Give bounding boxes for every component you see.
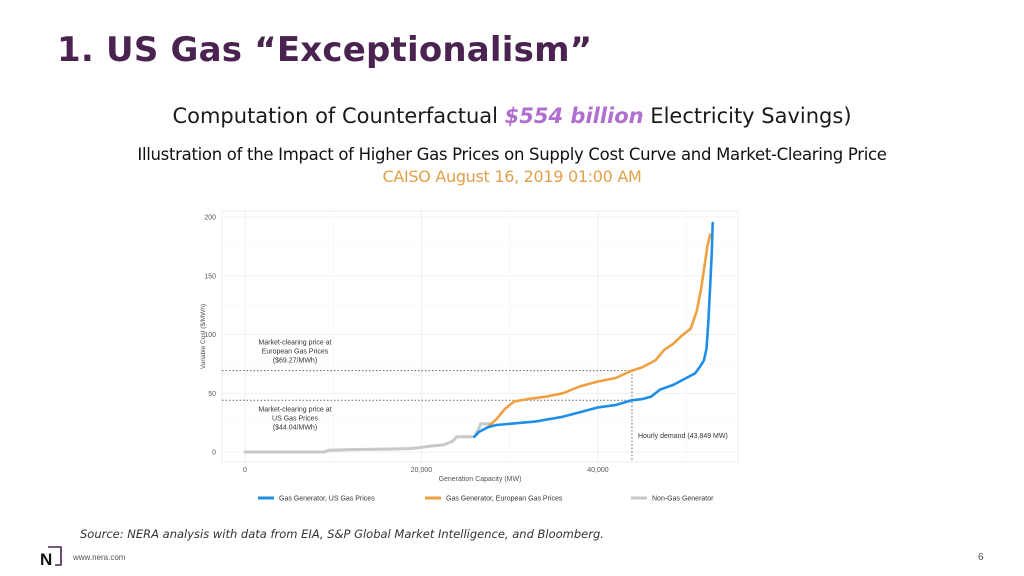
legend-label-eu: Gas Generator, European Gas Prices <box>446 496 563 503</box>
us-clearing-price-label: ($44.04/MWh) <box>273 424 317 431</box>
page-number: 6 <box>978 552 984 563</box>
y-tick-label: 0 <box>212 450 216 457</box>
legend-label-nongas: Non-Gas Generator <box>652 496 714 503</box>
series-line-nongas <box>243 422 494 454</box>
series-line-eu <box>486 233 712 429</box>
eu-clearing-price-label: European Gas Prices <box>262 349 329 356</box>
y-axis-label: Variable Cost ($/MWh) <box>200 304 207 369</box>
website-link[interactable]: www.nera.com <box>73 553 126 562</box>
y-tick-label: 200 <box>204 215 216 222</box>
y-tick-label: 50 <box>208 391 216 398</box>
y-tick-label: 150 <box>204 273 216 280</box>
us-clearing-price-label: US Gas Prices <box>272 415 318 422</box>
eu-clearing-price-label: ($69.27/MWh) <box>273 358 317 365</box>
x-tick-label: 0 <box>243 467 247 474</box>
svg-text:N: N <box>40 550 52 566</box>
series-line-us <box>473 221 714 438</box>
us-clearing-price-label: Market-clearing price at <box>258 406 331 413</box>
x-tick-label: 20,000 <box>411 467 433 474</box>
plot-panel <box>221 210 739 463</box>
slide-title: 1. US Gas “Exceptionalism” <box>57 30 593 70</box>
subtitle-prefix: Computation of Counterfactual <box>172 104 505 128</box>
x-axis-label: Generation Capacity (MW) <box>439 476 522 483</box>
subtitle-suffix: Electricity Savings) <box>643 104 852 128</box>
nera-logo-icon: N <box>40 546 62 566</box>
savings-highlight: $554 billion <box>504 104 644 128</box>
hourly-demand-label: Hourly demand (43,849 MW) <box>638 433 728 440</box>
source-note: Source: NERA analysis with data from EIA… <box>80 527 604 541</box>
y-tick-label: 100 <box>204 332 216 339</box>
legend-label-us: Gas Generator, US Gas Prices <box>279 496 375 503</box>
x-tick-label: 40,000 <box>587 467 609 474</box>
chart-caption: Illustration of the Impact of Higher Gas… <box>137 145 887 164</box>
eu-clearing-price-label: Market-clearing price at <box>258 340 331 347</box>
chart-date-label: CAISO August 16, 2019 01:00 AM <box>382 167 642 186</box>
slide-subtitle: Computation of Counterfactual $554 billi… <box>0 104 1024 128</box>
